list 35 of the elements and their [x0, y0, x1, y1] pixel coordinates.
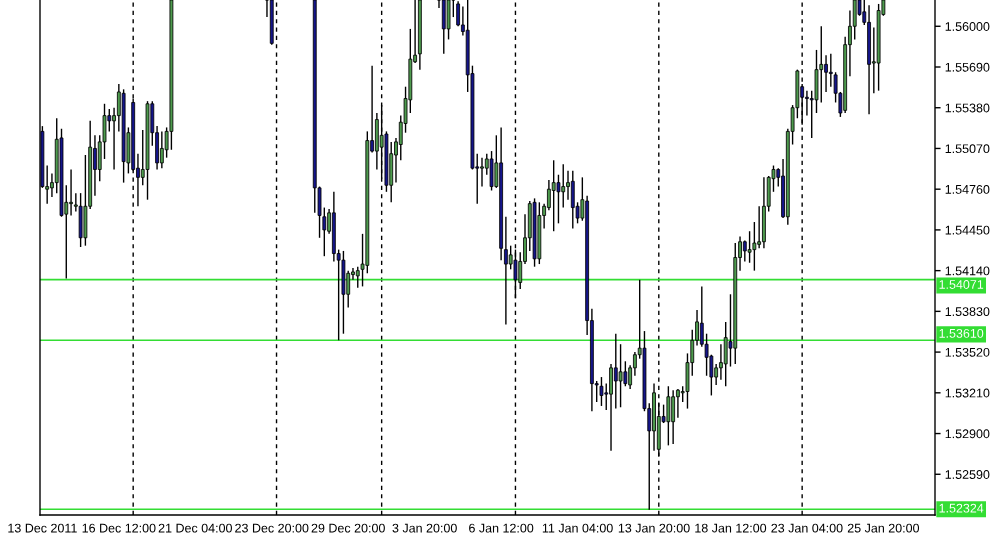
x-tick-label: 25 Jan 20:00 — [847, 523, 920, 533]
y-tick-label: 1.52590 — [945, 470, 990, 479]
candlestick — [599, 376, 604, 407]
y-tick-label: 1.53830 — [945, 307, 990, 317]
ref-line-label: 1.53610 — [939, 328, 984, 338]
x-tick-label: 29 Dec 20:00 — [311, 523, 385, 533]
y-tick-label: 1.53210 — [945, 388, 990, 398]
y-tick-label: 1.56000 — [945, 22, 990, 31]
y-tick-label: 1.54760 — [945, 184, 990, 194]
x-tick-label: 3 Jan 20:00 — [392, 523, 457, 533]
y-tick-label: 1.55690 — [945, 62, 990, 72]
y-tick-label: 1.54140 — [945, 266, 990, 276]
candlestick — [556, 174, 561, 225]
candlestick — [513, 248, 518, 299]
x-tick-label: 21 Dec 04:00 — [158, 523, 232, 533]
x-tick-label: 16 Dec 12:00 — [82, 523, 156, 533]
candlestick — [618, 343, 623, 408]
ref-line-label: 1.52324 — [939, 503, 984, 513]
x-tick-label: 11 Jan 04:00 — [542, 523, 613, 533]
x-tick-label: 13 Dec 2011 — [8, 523, 77, 533]
x-tick-label: 6 Jan 12:00 — [469, 523, 534, 533]
y-tick-label: 1.53520 — [945, 347, 990, 357]
candlestick — [322, 206, 327, 257]
candlestick — [265, 0, 269, 18]
x-tick-label: 23 Dec 20:00 — [235, 523, 309, 533]
candlestick — [437, 0, 441, 9]
y-tick-label: 1.55070 — [945, 144, 990, 154]
x-tick-label: 18 Jan 12:00 — [695, 523, 767, 533]
x-tick-label: 23 Jan 04:00 — [771, 523, 843, 533]
y-tick-label: 1.52900 — [945, 429, 990, 439]
y-tick-label: 1.54450 — [945, 225, 990, 235]
x-tick-label: 13 Jan 20:00 — [618, 523, 690, 533]
y-tick-label: 1.55380 — [945, 103, 990, 113]
candlestick — [355, 266, 360, 289]
ref-line-label: 1.54071 — [939, 280, 984, 289]
